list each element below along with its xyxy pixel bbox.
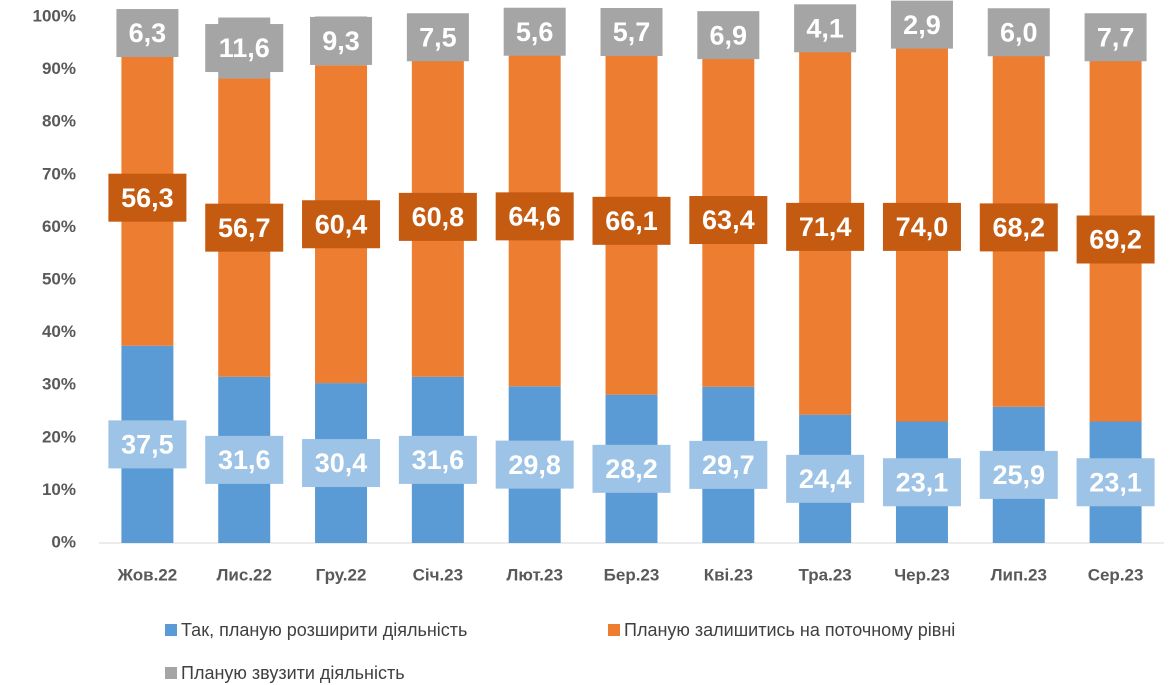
value-label: 6,9 xyxy=(710,20,748,50)
value-label: 29,7 xyxy=(702,450,755,480)
value-label-box xyxy=(398,192,477,241)
value-label: 5,6 xyxy=(516,17,554,47)
value-label: 71,4 xyxy=(799,212,852,242)
value-label-box xyxy=(987,8,1050,57)
x-tick-label: Січ.23 xyxy=(413,565,464,584)
value-label-box xyxy=(302,200,381,249)
value-label-box xyxy=(108,420,187,469)
value-label: 64,6 xyxy=(508,201,561,231)
value-label: 69,2 xyxy=(1089,225,1142,255)
value-label-box xyxy=(205,24,284,73)
y-tick-label: 20% xyxy=(42,427,76,446)
value-label-box xyxy=(882,458,961,507)
legend-swatch xyxy=(165,667,177,679)
value-label: 11,6 xyxy=(219,33,270,63)
value-label-box xyxy=(592,444,671,493)
x-tick-label: Жов.22 xyxy=(117,565,178,584)
value-label-box xyxy=(1076,215,1155,264)
value-label: 5,7 xyxy=(613,17,651,47)
legend-swatch xyxy=(165,624,177,636)
y-tick-label: 50% xyxy=(42,269,76,288)
value-label: 25,9 xyxy=(992,460,1045,490)
y-tick-label: 40% xyxy=(42,322,76,341)
x-tick-label: Лис.22 xyxy=(216,565,271,584)
value-label: 63,4 xyxy=(702,205,755,235)
x-tick-label: Лип.23 xyxy=(991,565,1047,584)
x-tick-label: Чер.23 xyxy=(894,565,949,584)
value-label-box xyxy=(406,13,469,62)
value-label: 31,6 xyxy=(218,445,271,475)
value-label-box xyxy=(890,0,953,49)
legend-swatch xyxy=(608,624,620,636)
value-label: 37,5 xyxy=(121,430,174,460)
value-label-box xyxy=(786,202,865,251)
x-tick-label: Бер.23 xyxy=(604,565,660,584)
value-label: 6,3 xyxy=(129,18,167,48)
value-label: 30,4 xyxy=(315,448,368,478)
value-label: 4,1 xyxy=(806,13,844,43)
value-label: 68,2 xyxy=(992,213,1045,243)
value-label-box xyxy=(108,173,187,222)
x-tick-label: Тра.23 xyxy=(799,565,852,584)
value-label-box xyxy=(600,7,663,56)
value-label-box xyxy=(302,439,381,488)
value-label: 7,7 xyxy=(1097,22,1135,52)
value-label-box xyxy=(979,450,1058,499)
value-label-box xyxy=(1084,13,1147,62)
value-label-box xyxy=(205,435,284,484)
value-label-box xyxy=(310,16,373,65)
y-tick-label: 90% xyxy=(42,59,76,78)
value-label: 74,0 xyxy=(896,212,949,242)
value-label: 23,1 xyxy=(896,467,949,497)
value-label: 31,6 xyxy=(412,445,465,475)
y-tick-label: 60% xyxy=(42,217,76,236)
legend-label: Так, планую розширити діяльність xyxy=(181,620,467,640)
value-label: 6,0 xyxy=(1000,17,1038,47)
value-label: 66,1 xyxy=(605,206,658,236)
y-tick-label: 100% xyxy=(33,6,76,25)
value-label-box xyxy=(882,202,961,251)
value-label: 24,4 xyxy=(799,464,852,494)
value-label-box xyxy=(689,196,768,245)
x-tick-label: Гру.22 xyxy=(316,565,367,584)
value-label-box xyxy=(592,196,671,245)
value-label-box xyxy=(495,192,574,241)
y-tick-label: 0% xyxy=(51,532,76,551)
y-tick-label: 30% xyxy=(42,375,76,394)
value-label: 60,4 xyxy=(315,209,368,239)
value-label-box xyxy=(503,7,566,56)
value-label: 7,5 xyxy=(419,22,457,52)
value-label: 56,7 xyxy=(218,213,271,243)
value-label-box xyxy=(205,203,284,252)
value-label: 60,8 xyxy=(412,202,465,232)
value-label-box xyxy=(786,454,865,503)
value-label-box xyxy=(689,440,768,489)
y-tick-label: 10% xyxy=(42,480,76,499)
y-tick-label: 80% xyxy=(42,112,76,131)
value-label-box xyxy=(116,9,179,58)
value-label: 23,1 xyxy=(1089,467,1142,497)
value-label-box xyxy=(794,4,857,53)
value-label: 9,3 xyxy=(322,26,360,56)
x-tick-label: Сер.23 xyxy=(1088,565,1144,584)
value-label-box xyxy=(979,203,1058,252)
value-label: 28,2 xyxy=(605,454,658,484)
legend-label: Планую залишитись на поточному рівні xyxy=(624,620,955,640)
value-label: 29,8 xyxy=(508,450,561,480)
value-label: 56,3 xyxy=(121,183,174,213)
value-label-box xyxy=(398,435,477,484)
value-label-box xyxy=(1076,458,1155,507)
x-tick-label: Кві.23 xyxy=(704,565,753,584)
value-label-box xyxy=(495,440,574,489)
y-tick-label: 70% xyxy=(42,164,76,183)
x-tick-label: Лют.23 xyxy=(506,565,563,584)
value-label: 2,9 xyxy=(903,10,941,40)
value-label-box xyxy=(697,11,760,60)
legend-label: Планую звузити діяльність xyxy=(181,663,405,683)
